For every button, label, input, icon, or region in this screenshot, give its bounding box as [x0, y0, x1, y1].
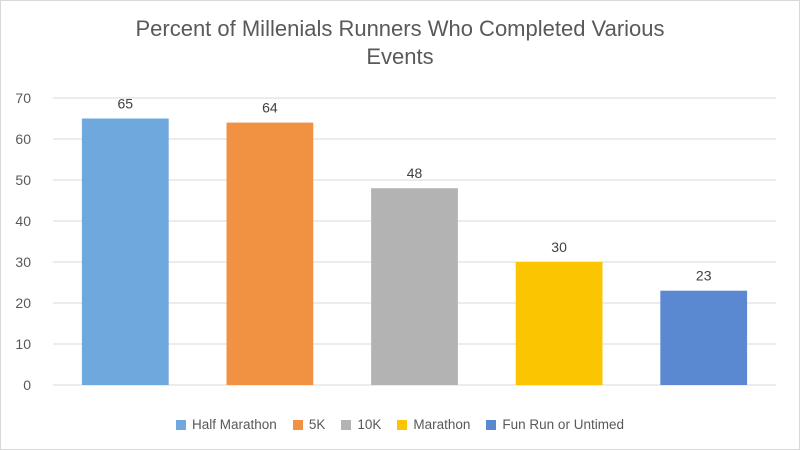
- data-label: 23: [696, 268, 712, 284]
- y-tick-label: 0: [23, 377, 31, 393]
- data-label: 30: [551, 239, 567, 255]
- y-tick-label: 60: [15, 131, 31, 147]
- bar-half-marathon: [81, 118, 169, 385]
- data-label: 48: [407, 165, 423, 181]
- legend-label: Half Marathon: [192, 417, 277, 432]
- legend-swatch: [176, 419, 187, 430]
- legend-swatch: [292, 419, 303, 430]
- y-tick-label: 10: [15, 336, 31, 352]
- y-tick-label: 20: [15, 295, 31, 311]
- legend-label: 5K: [308, 417, 326, 432]
- legend-item: Half Marathon: [176, 417, 277, 432]
- bar-fun-run-or-untimed: [660, 290, 748, 385]
- legend-swatch: [341, 419, 352, 430]
- data-label: 65: [118, 96, 134, 112]
- legend-item: Fun Run or Untimed: [486, 417, 624, 432]
- legend-swatch: [397, 419, 408, 430]
- legend-item: 10K: [341, 417, 381, 432]
- bar-10k: [371, 188, 458, 385]
- chart-title-line-2: Events: [366, 44, 434, 69]
- y-tick-label: 70: [15, 90, 31, 106]
- chart-title: Percent of Millenials Runners Who Comple…: [1, 15, 799, 71]
- legend-label: Fun Run or Untimed: [502, 417, 624, 432]
- bar-5k: [226, 122, 314, 385]
- legend-label: Marathon: [413, 417, 471, 432]
- data-label: 64: [262, 100, 278, 116]
- chart-title-line-1: Percent of Millenials Runners Who Comple…: [135, 16, 665, 41]
- y-tick-label: 30: [15, 254, 31, 270]
- legend-item: 5K: [292, 417, 326, 432]
- legend-item: Marathon: [397, 417, 470, 432]
- bar-marathon: [515, 262, 603, 385]
- legend-label: 10K: [357, 417, 382, 432]
- y-tick-label: 50: [15, 172, 31, 188]
- legend-swatch: [486, 419, 497, 430]
- y-tick-label: 40: [15, 213, 31, 229]
- legend: Half Marathon 5K 10K Marathon Fun Run or Unt…: [1, 417, 799, 432]
